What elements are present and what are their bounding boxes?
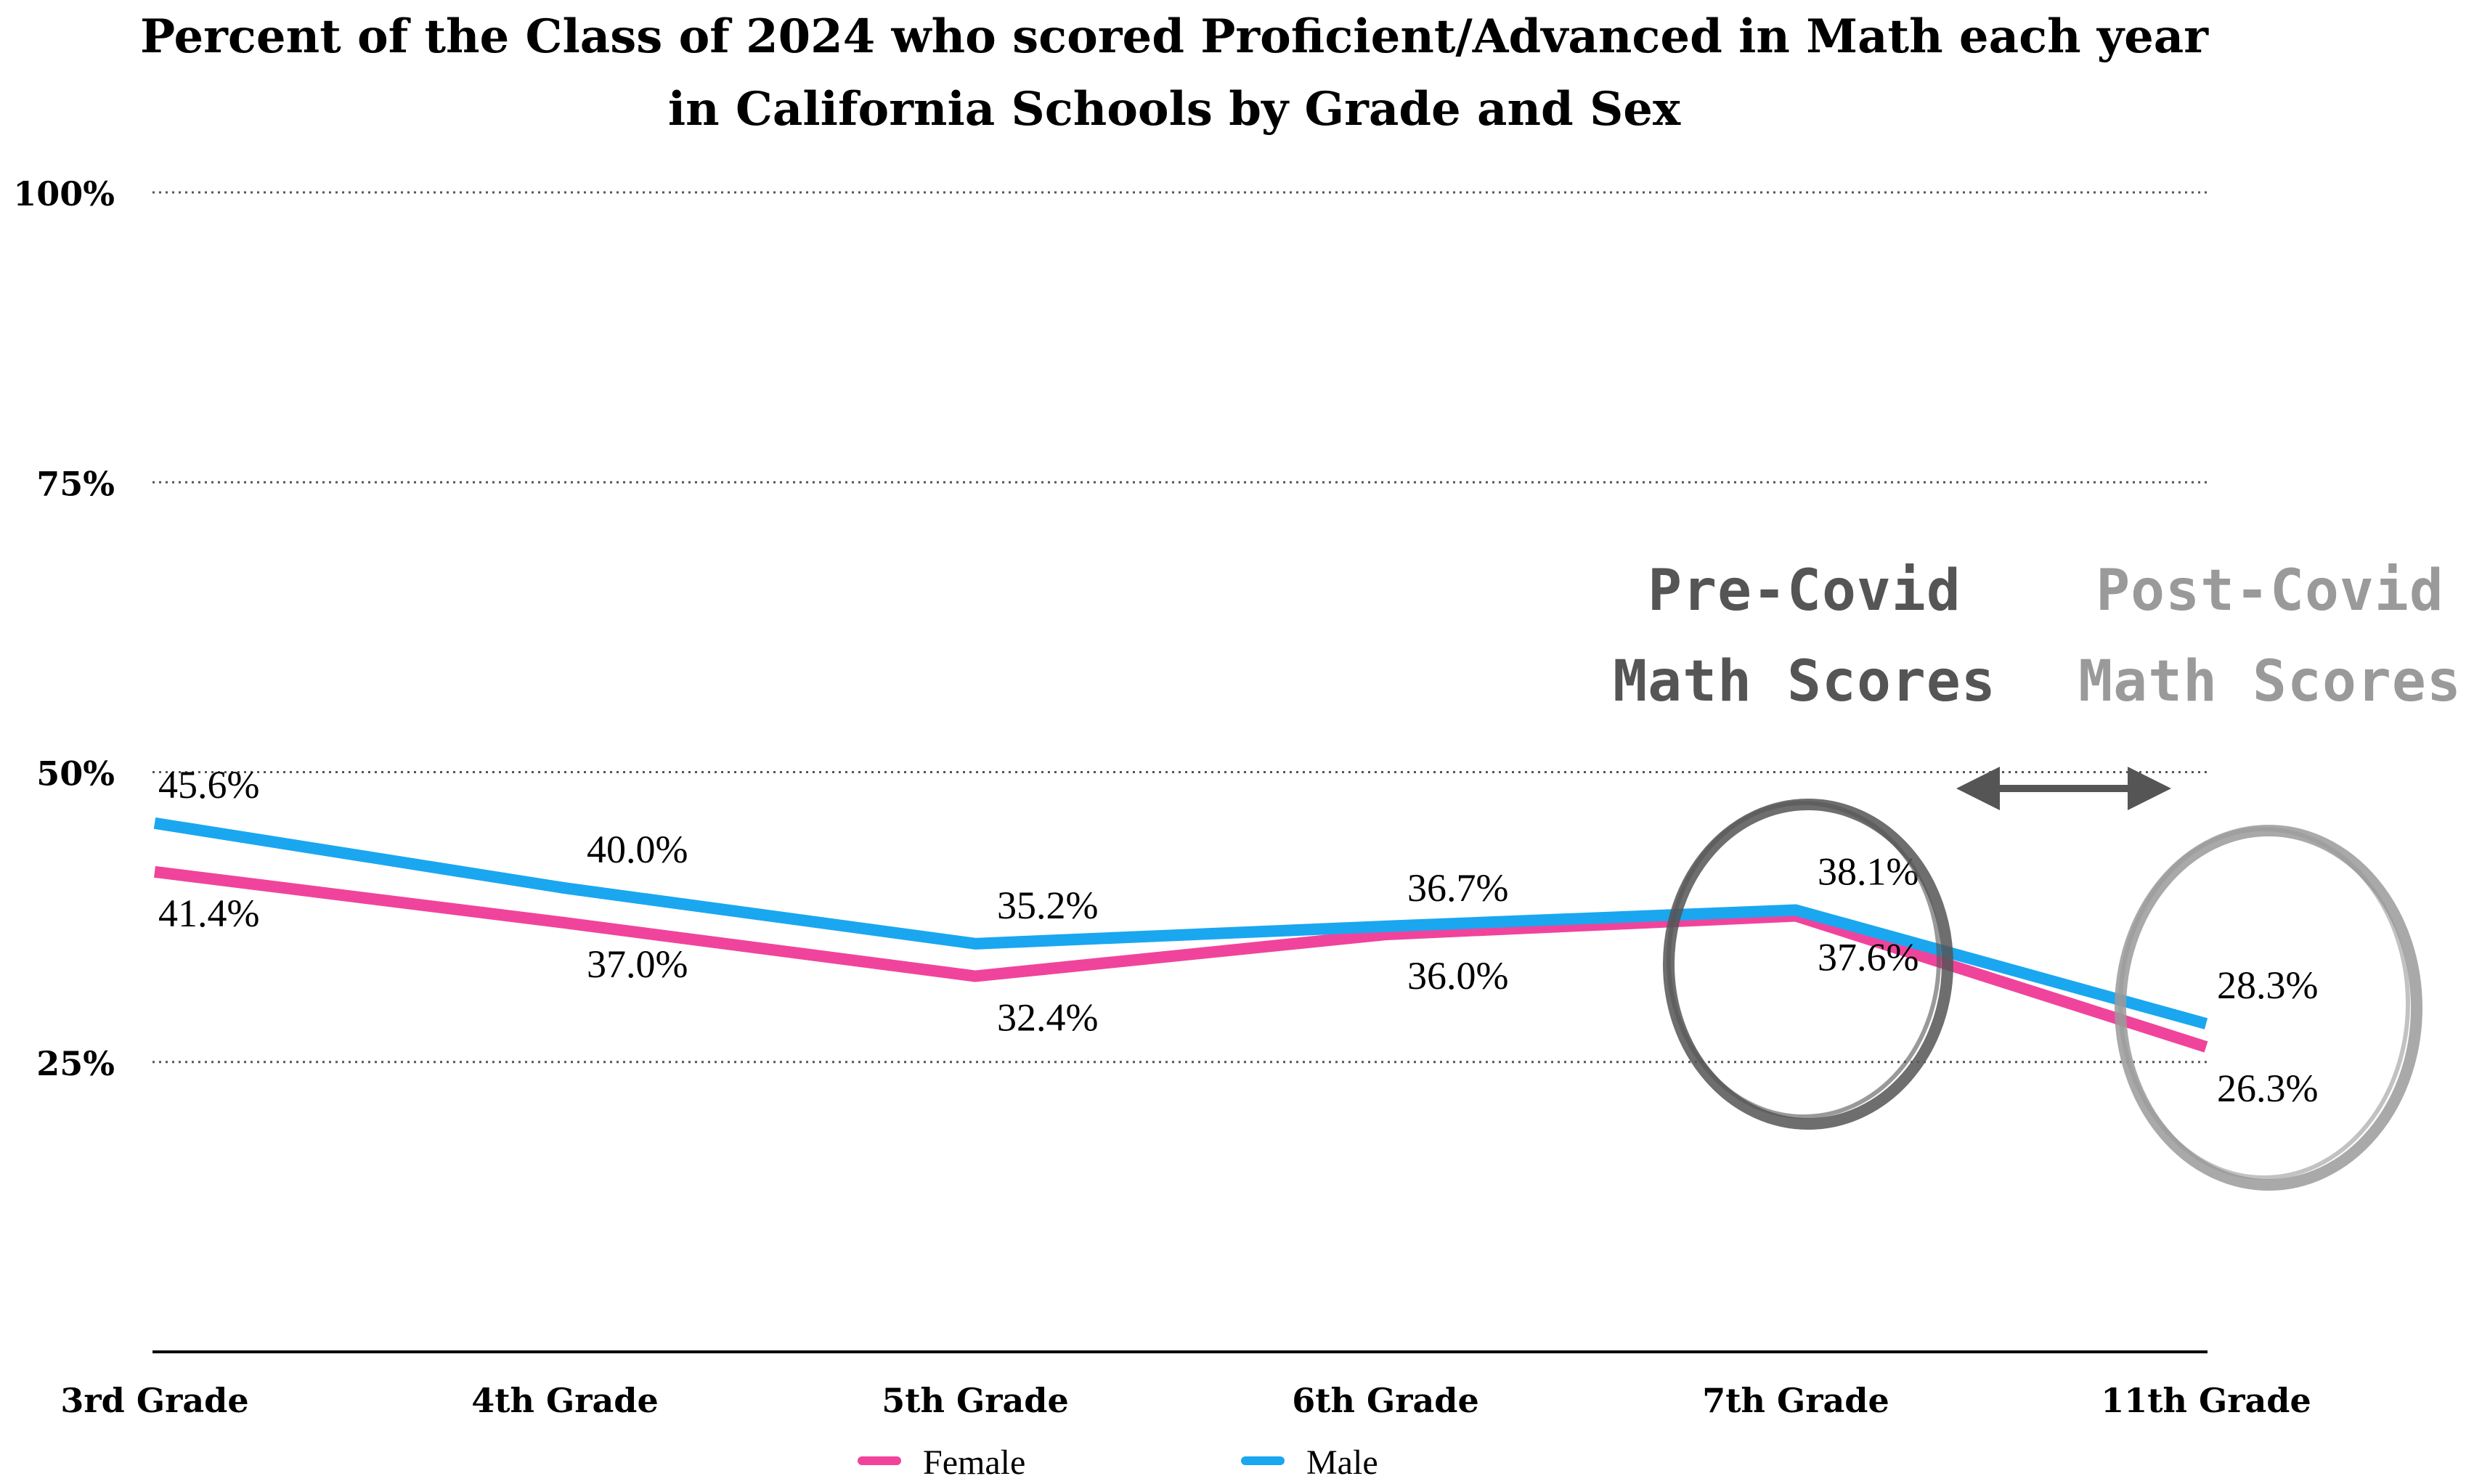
- legend-label-female: Female: [923, 1443, 1025, 1482]
- grid: [152, 191, 2208, 1064]
- data-label-male: 45.6%: [158, 763, 259, 807]
- data-label-female: 37.0%: [587, 942, 688, 986]
- y-tick-label: 75%: [36, 464, 115, 503]
- chart-title-line-2: in California Schools by Grade and Sex: [668, 82, 1681, 136]
- x-tick-label: 3rd Grade: [60, 1381, 248, 1420]
- legend-label-male: Male: [1306, 1443, 1378, 1482]
- post-covid-circle-stroke-2: [2118, 827, 2410, 1180]
- data-label-male: 36.7%: [1407, 866, 1508, 910]
- pre-covid-label-line-1: Pre-Covid: [1648, 558, 1961, 624]
- pre-covid-annotation: Pre-Covid Math Scores: [1613, 558, 1996, 1130]
- chart-title: Percent of the Class of 2024 who scored …: [140, 9, 2209, 136]
- x-tick-label: 4th Grade: [471, 1381, 658, 1420]
- post-covid-label-line-2: Math Scores: [2078, 649, 2462, 714]
- post-covid-annotation: Post-Covid Math Scores: [2078, 558, 2462, 1191]
- data-label-male: 38.1%: [1818, 850, 1919, 894]
- data-label-female: 36.0%: [1407, 954, 1508, 998]
- post-covid-label-line-1: Post-Covid: [2096, 558, 2444, 624]
- series-lines: [153, 817, 2208, 1053]
- legend: Female Male: [858, 1443, 1378, 1482]
- x-tick-label: 7th Grade: [1702, 1381, 1889, 1420]
- pre-covid-label-line-2: Math Scores: [1613, 649, 1996, 714]
- x-tick-label: 5th Grade: [882, 1381, 1068, 1420]
- x-tick-label: 11th Grade: [2101, 1381, 2311, 1420]
- y-tick-label: 25%: [36, 1044, 115, 1083]
- data-label-female: 26.3%: [2217, 1067, 2318, 1110]
- x-axis-ticks: 3rd Grade 4th Grade 5th Grade 6th Grade 7th …: [60, 1381, 2311, 1420]
- x-tick-label: 6th Grade: [1292, 1381, 1478, 1420]
- data-label-female: 32.4%: [997, 996, 1098, 1040]
- data-label-female: 37.6%: [1818, 936, 1919, 979]
- series-line-female: [154, 865, 2208, 1053]
- data-labels: 41.4% 37.0% 32.4% 36.0% 37.6% 26.3% 45.6% 40.0%…: [158, 763, 2318, 1110]
- data-label-male: 35.2%: [997, 884, 1098, 927]
- chart-title-line-1: Percent of the Class of 2024 who scored …: [140, 9, 2209, 64]
- y-axis-ticks: 25% 50% 75% 100%: [13, 174, 115, 1083]
- data-label-male: 40.0%: [587, 828, 688, 871]
- y-tick-label: 100%: [13, 174, 115, 213]
- data-label-female: 41.4%: [158, 892, 259, 935]
- y-tick-label: 50%: [36, 754, 115, 794]
- pre-covid-circle-stroke-2: [1667, 801, 1941, 1119]
- data-label-male: 28.3%: [2217, 963, 2318, 1007]
- series-line-male: [153, 817, 2208, 1030]
